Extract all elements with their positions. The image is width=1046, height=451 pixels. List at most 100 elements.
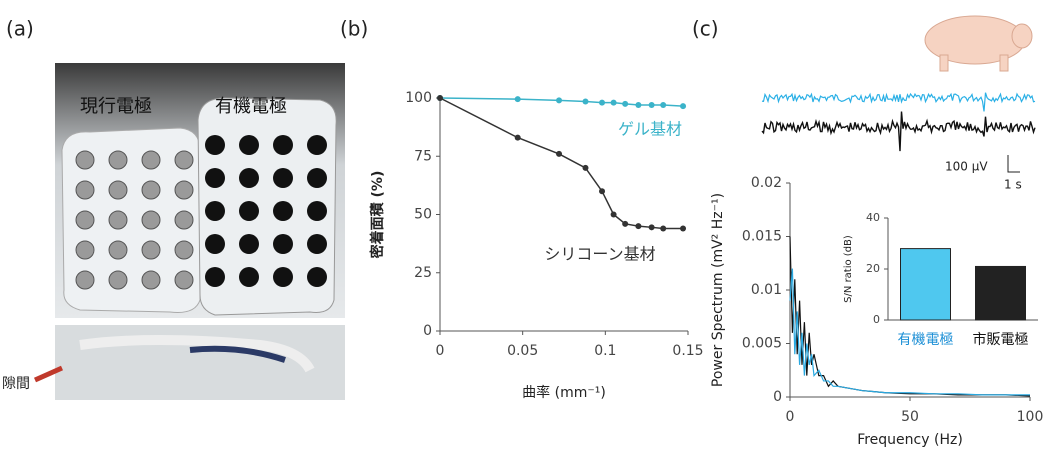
electrode [205, 267, 225, 287]
electrode [75, 240, 95, 260]
electrode [239, 234, 259, 254]
y-tick-label: 0 [873, 313, 880, 326]
marker [660, 225, 667, 232]
marker [437, 95, 443, 101]
electrode [75, 180, 95, 200]
photo-label: 有機電極 [215, 96, 287, 117]
marker [680, 225, 687, 232]
marker [610, 99, 617, 106]
line-series [789, 268, 1030, 396]
electrode [141, 240, 161, 260]
electrode [108, 240, 128, 260]
electrode [239, 267, 259, 287]
eeg-trace [761, 92, 1036, 112]
x-axis-label: 曲率 (mm⁻¹) [522, 384, 606, 401]
x-tick-label: 0.1 [594, 343, 616, 359]
electrode [307, 267, 327, 287]
x-tick-label: 0.15 [672, 343, 703, 359]
electrode [273, 201, 293, 221]
x-tick-label: 0 [436, 343, 445, 359]
electrode [174, 240, 194, 260]
electrode [273, 234, 293, 254]
photo-label: 隙間 [2, 376, 30, 392]
y-tick-label: 100 [405, 90, 432, 106]
marker [622, 100, 629, 107]
electrode [307, 168, 327, 188]
panel-label: (c) [692, 17, 719, 41]
y-tick-label: 50 [414, 207, 432, 223]
y-tick-label: 0.005 [742, 336, 782, 352]
x-axis-label: Frequency (Hz) [857, 432, 963, 448]
bar [900, 248, 951, 321]
x-tick-label: 0.05 [507, 343, 538, 359]
electrode [239, 135, 259, 155]
electrode [205, 168, 225, 188]
marker [582, 98, 589, 105]
marker [680, 103, 687, 110]
annotation: ゲル基材 [618, 120, 682, 139]
marker [622, 220, 629, 227]
x-tick-label: 50 [901, 409, 919, 425]
electrode [205, 135, 225, 155]
bar [975, 265, 1026, 321]
y-tick-label: 0.015 [742, 229, 782, 245]
electrode [273, 135, 293, 155]
electrode [174, 270, 194, 290]
x-tick-label: 有機電極 [898, 332, 954, 348]
line-series [439, 97, 684, 230]
electrode [239, 201, 259, 221]
electrode [75, 210, 95, 230]
marker [635, 223, 642, 230]
scale-label: 100 µV [945, 160, 988, 174]
marker [582, 164, 589, 171]
y-tick-label: 0 [773, 389, 782, 405]
marker [514, 96, 521, 103]
marker [610, 211, 617, 218]
x-tick-label: 市販電極 [973, 331, 1029, 348]
pig-icon [924, 15, 1033, 72]
y-tick-label: 75 [414, 148, 432, 164]
electrode [239, 168, 259, 188]
electrode [205, 201, 225, 221]
marker [635, 101, 642, 108]
y-tick-label: 0 [423, 323, 432, 339]
photo-label: 現行電極 [80, 96, 152, 117]
y-tick-label: 0.02 [751, 175, 782, 191]
scale-label: 1 s [1004, 178, 1022, 192]
x-tick-label: 0 [786, 409, 795, 425]
electrode [108, 270, 128, 290]
electrode [174, 150, 194, 170]
photo [33, 63, 345, 400]
electrode [205, 234, 225, 254]
y-tick-label: 25 [414, 265, 432, 281]
y-axis-label: Power Spectrum (mV² Hz⁻¹) [710, 193, 726, 387]
marker [556, 150, 563, 157]
electrode [307, 234, 327, 254]
electrode [307, 201, 327, 221]
y-tick-label: 40 [866, 211, 880, 224]
marker [648, 224, 655, 231]
marker [556, 97, 563, 104]
panel-label: (b) [340, 17, 368, 41]
electrode [108, 150, 128, 170]
x-tick-label: 100 [1017, 409, 1044, 425]
marker [599, 188, 606, 195]
electrode [174, 210, 194, 230]
panel-label: (a) [6, 17, 34, 41]
y-tick-label: 20 [866, 262, 880, 275]
electrode [307, 135, 327, 155]
electrode [108, 210, 128, 230]
electrode [141, 150, 161, 170]
y-axis-label: S/N ratio (dB) [843, 235, 854, 303]
electrode [273, 267, 293, 287]
electrode [75, 150, 95, 170]
electrode [141, 180, 161, 200]
electrode [75, 270, 95, 290]
eeg-trace [761, 111, 1036, 152]
marker [648, 101, 655, 108]
marker [660, 101, 667, 108]
y-axis-label: 密着面積 (%) [369, 171, 386, 260]
electrode [108, 180, 128, 200]
electrode [273, 168, 293, 188]
